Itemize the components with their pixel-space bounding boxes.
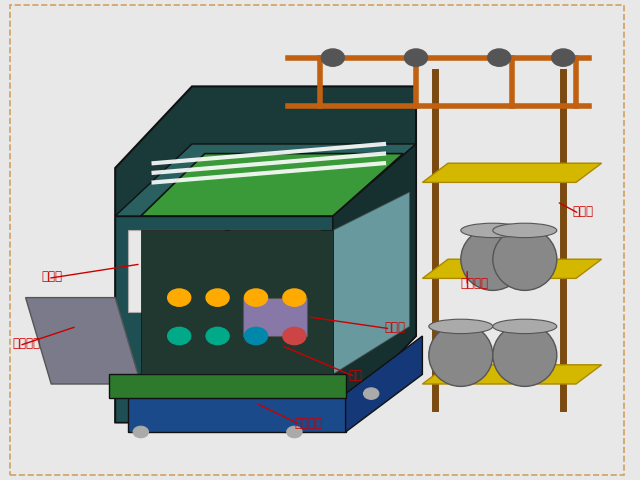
Polygon shape: [128, 394, 346, 432]
Circle shape: [133, 426, 148, 438]
Polygon shape: [141, 154, 403, 216]
Circle shape: [321, 49, 344, 66]
Polygon shape: [346, 336, 422, 432]
Polygon shape: [230, 230, 320, 312]
Polygon shape: [26, 298, 141, 384]
Polygon shape: [141, 230, 333, 374]
Text: 放線架: 放線架: [573, 205, 594, 218]
Circle shape: [206, 289, 229, 306]
Circle shape: [244, 289, 268, 306]
Polygon shape: [115, 144, 416, 216]
Polygon shape: [422, 365, 602, 384]
Circle shape: [244, 327, 268, 345]
Ellipse shape: [493, 324, 557, 386]
Polygon shape: [333, 144, 416, 422]
Ellipse shape: [493, 319, 557, 334]
Ellipse shape: [461, 223, 525, 238]
Polygon shape: [128, 230, 224, 312]
Ellipse shape: [493, 228, 557, 290]
Polygon shape: [115, 216, 333, 422]
Circle shape: [168, 327, 191, 345]
Polygon shape: [243, 298, 307, 336]
Polygon shape: [422, 163, 602, 182]
Circle shape: [283, 289, 306, 306]
Polygon shape: [115, 86, 416, 422]
Ellipse shape: [429, 319, 493, 334]
Polygon shape: [109, 374, 346, 398]
Circle shape: [206, 327, 229, 345]
Text: 剩物料架: 剩物料架: [13, 337, 41, 350]
Ellipse shape: [493, 223, 557, 238]
Text: 主軸: 主軸: [349, 369, 363, 382]
Circle shape: [364, 388, 379, 399]
Circle shape: [287, 426, 302, 438]
Ellipse shape: [461, 228, 525, 290]
Text: 張力裝置: 張力裝置: [461, 277, 489, 290]
Circle shape: [552, 49, 575, 66]
Circle shape: [488, 49, 511, 66]
Text: 觸摸屏: 觸摸屏: [384, 321, 405, 334]
Polygon shape: [422, 259, 602, 278]
Polygon shape: [333, 192, 410, 374]
Text: 上料板: 上料板: [42, 270, 63, 283]
Circle shape: [283, 327, 306, 345]
Ellipse shape: [429, 324, 493, 386]
Circle shape: [168, 289, 191, 306]
Circle shape: [404, 49, 428, 66]
Text: 機器主体: 機器主体: [294, 417, 323, 430]
